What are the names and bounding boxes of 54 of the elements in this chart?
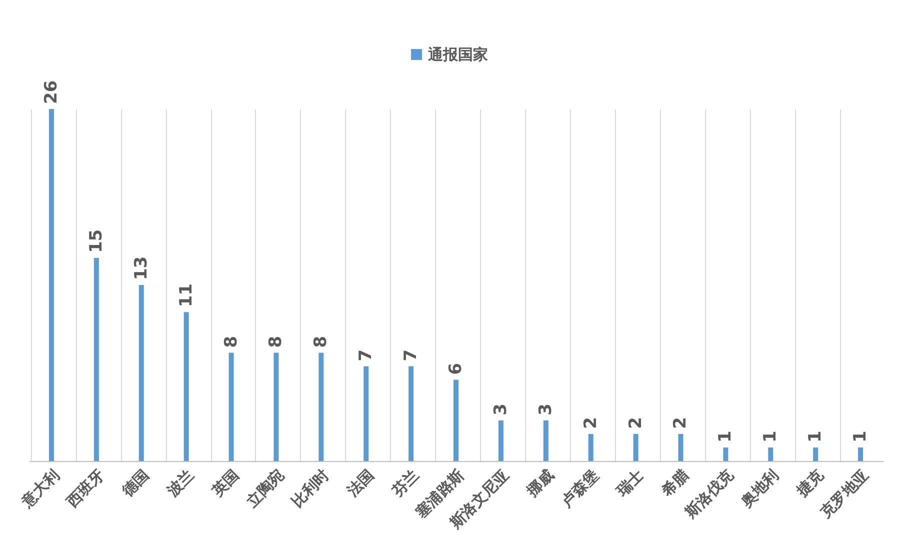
x-tick-label: 挪威 [522, 466, 558, 501]
bar [768, 447, 774, 461]
x-tick-label: 立陶宛 [242, 466, 288, 512]
bar [274, 352, 279, 461]
data-label: 15 [86, 229, 106, 253]
data-label: 7 [401, 349, 422, 362]
data-label: 26 [41, 80, 62, 104]
data-label: 3 [490, 404, 511, 416]
x-tick-label: 卢森堡 [556, 466, 602, 512]
x-tick-label: 瑞士 [612, 466, 648, 501]
bar [723, 447, 728, 461]
bar [813, 447, 818, 461]
x-tick-label: 捷克 [792, 465, 828, 501]
bar [318, 352, 324, 461]
bar [48, 109, 54, 461]
bar [408, 366, 414, 461]
x-tick-label: 英国 [208, 466, 243, 501]
x-tick-label: 波兰 [162, 466, 198, 501]
data-label: 6 [446, 362, 466, 375]
data-label: 8 [266, 336, 286, 348]
bar [633, 434, 638, 461]
data-label: 1 [716, 430, 736, 442]
x-tick-label: 德国 [118, 466, 153, 501]
bar [543, 420, 548, 461]
x-tick-label: 奥地利 [736, 466, 782, 512]
data-label: 13 [131, 256, 152, 280]
data-label: 1 [760, 430, 781, 442]
bar [94, 258, 99, 461]
bar [364, 366, 369, 461]
bar [588, 434, 594, 461]
x-tick-label: 比利时 [288, 466, 332, 511]
data-label: 2 [626, 417, 646, 429]
data-label: 8 [221, 336, 242, 348]
x-tick-label: 西班牙 [62, 466, 108, 512]
bar [678, 434, 684, 461]
bar [184, 312, 189, 461]
bar [454, 380, 458, 461]
data-label: 7 [356, 349, 376, 362]
x-tick-label: 希腊 [657, 466, 692, 501]
data-label: 2 [580, 417, 601, 429]
x-tick-label: 法国 [342, 466, 378, 501]
data-label: 2 [670, 417, 691, 429]
x-tick-label: 意大利 [18, 466, 63, 512]
bar [858, 447, 864, 461]
data-label: 3 [536, 404, 556, 416]
bar [228, 352, 234, 461]
data-label: 1 [806, 430, 826, 442]
data-label: 8 [311, 336, 332, 348]
bar [498, 420, 504, 461]
legend-label: 通报国家 [427, 46, 488, 64]
bar [138, 285, 144, 461]
data-label: 11 [176, 283, 196, 308]
data-label: 1 [850, 430, 871, 442]
x-tick-label: 芬兰 [388, 466, 422, 501]
